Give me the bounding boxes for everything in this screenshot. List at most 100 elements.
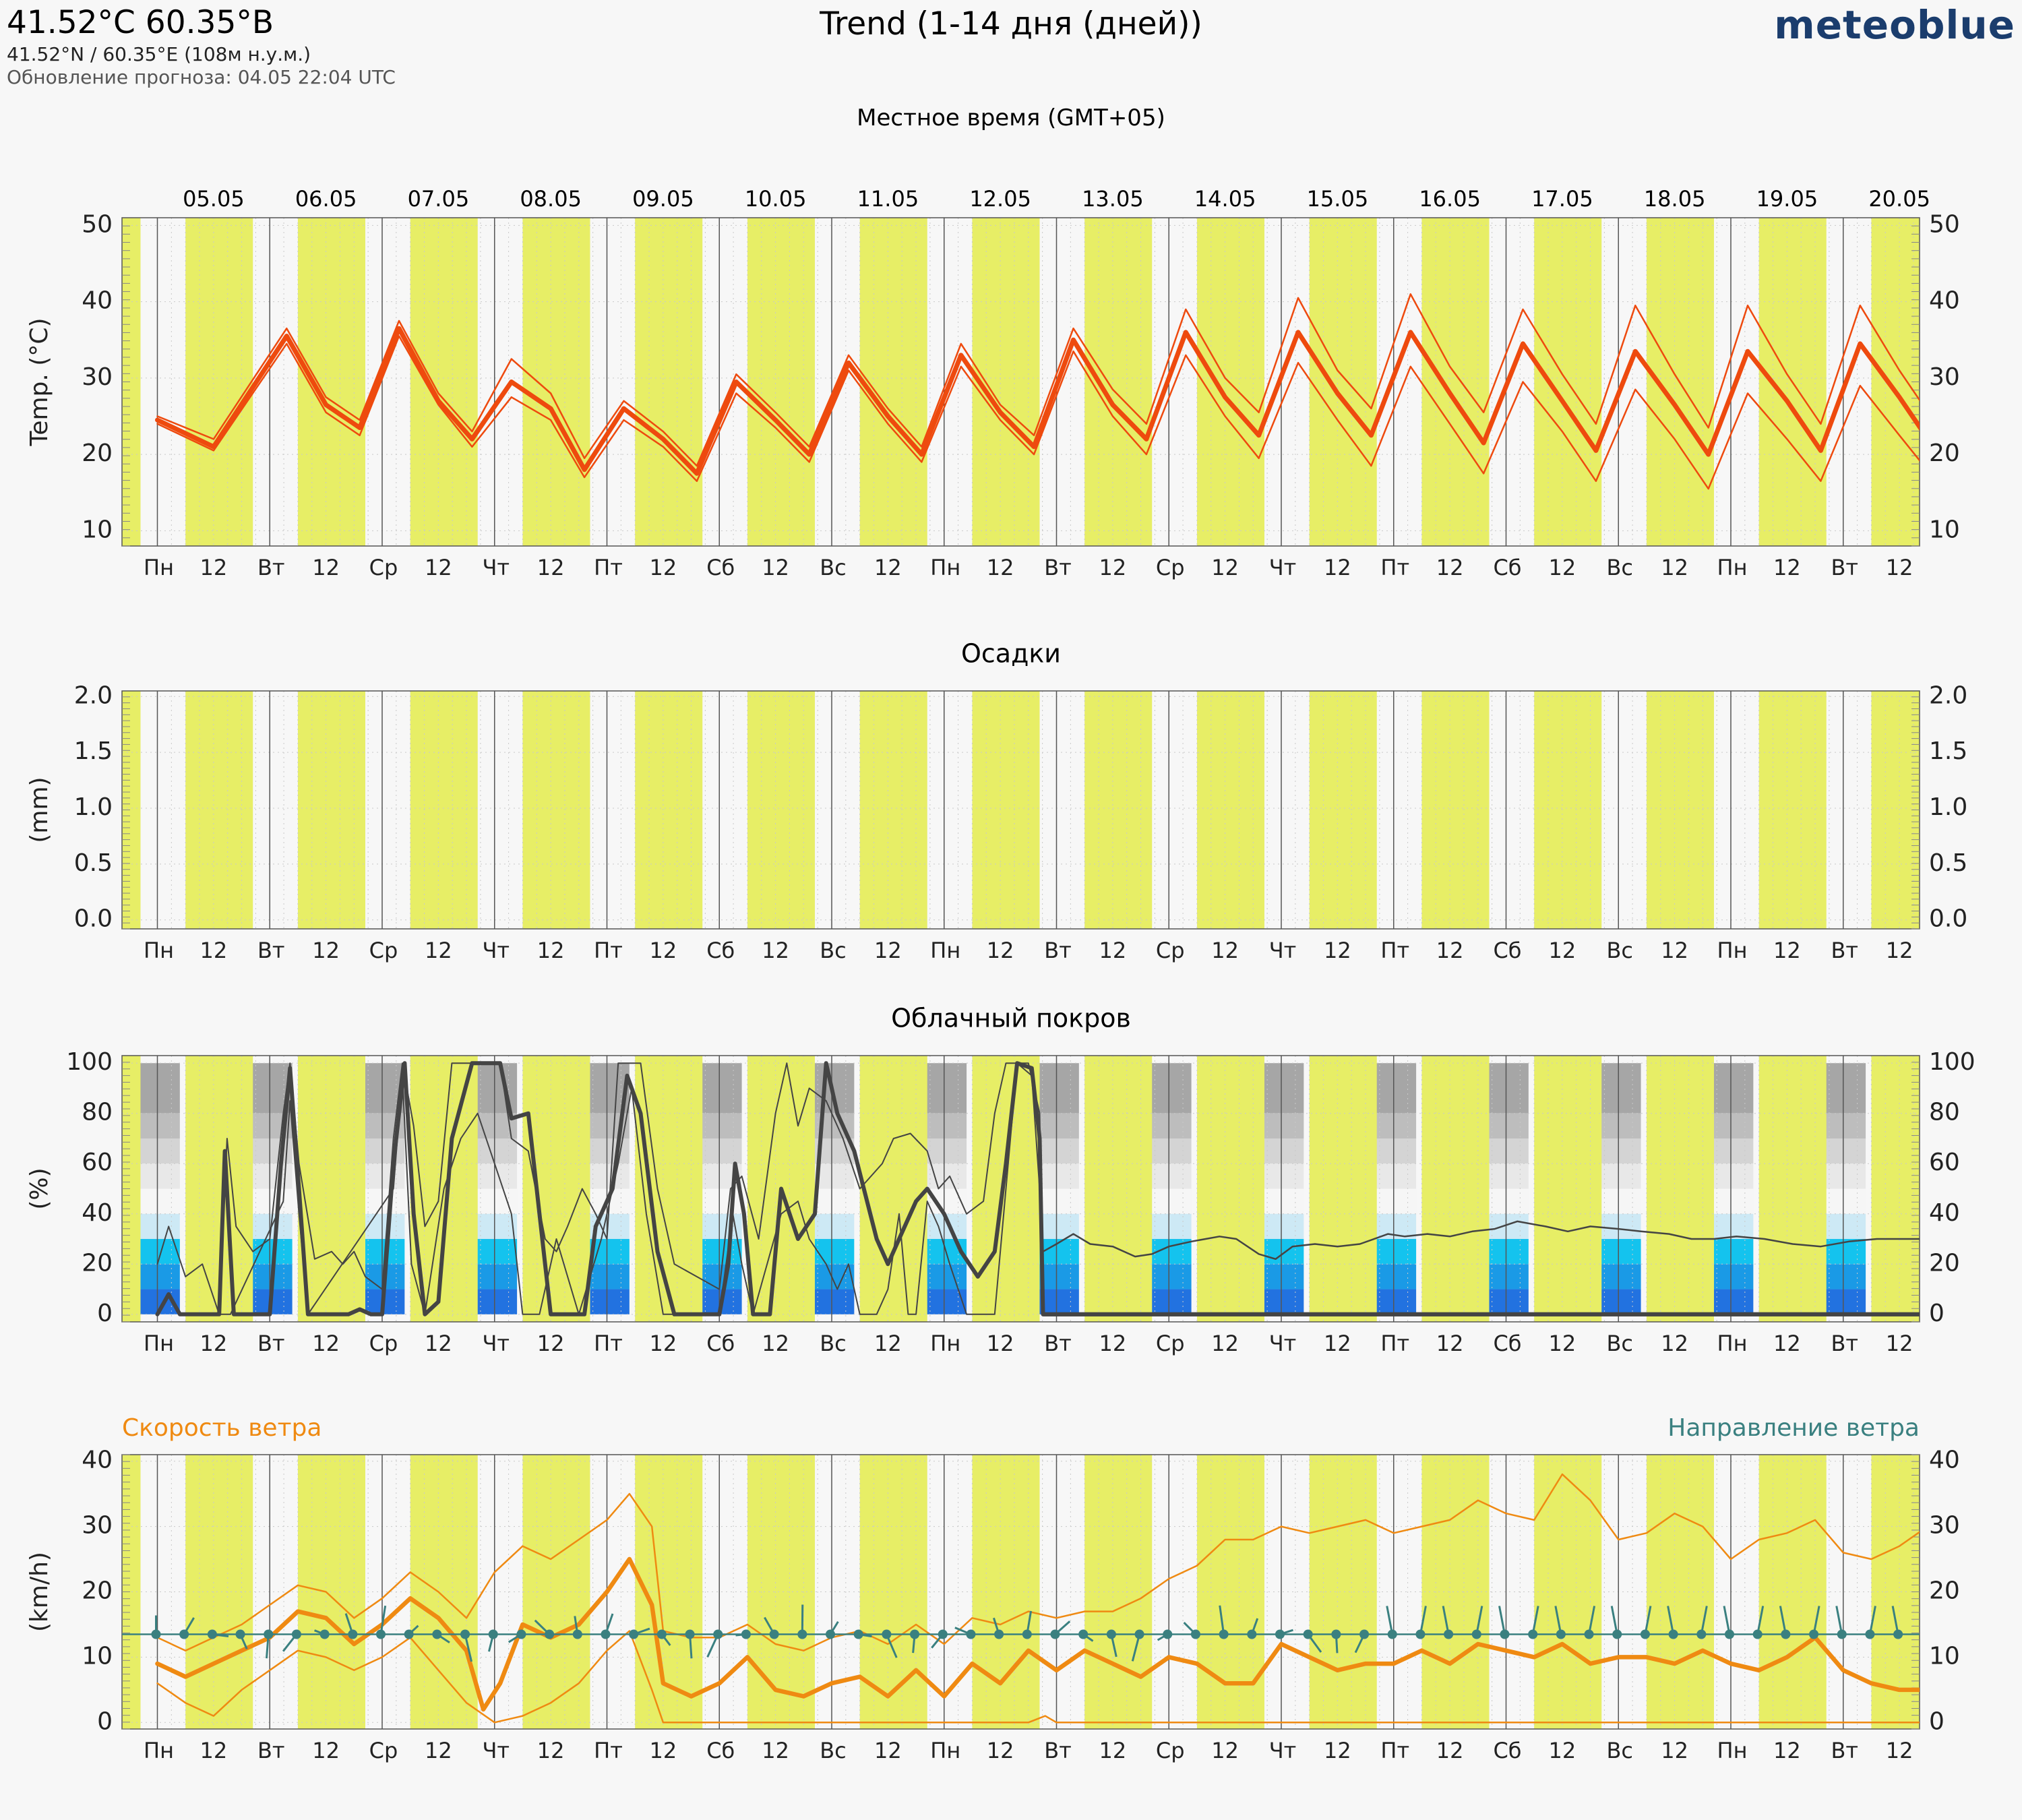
noon-label: 12: [762, 555, 789, 580]
daylight-band: [635, 218, 703, 546]
noon-label: 12: [650, 1331, 677, 1356]
precip-ytick-right: 0.5: [1929, 849, 1967, 877]
noon-label: 12: [1436, 938, 1464, 963]
weekday-label: Ср: [369, 1738, 398, 1763]
temp-ytick-right: 20: [1929, 439, 1960, 467]
noon-label: 12: [312, 555, 340, 580]
noon-label: 12: [200, 1738, 228, 1763]
noon-label: 12: [312, 1738, 340, 1763]
wind-direction-marker: [460, 1629, 470, 1639]
weekday-label: Сб: [1493, 938, 1521, 963]
daylight-band: [859, 691, 927, 929]
noon-label: 12: [1324, 1738, 1351, 1763]
daylight-band: [859, 218, 927, 546]
noon-label: 12: [537, 555, 565, 580]
noon-label: 12: [1886, 1331, 1913, 1356]
daylight-band: [1196, 1455, 1264, 1729]
wind-direction-marker: [1190, 1629, 1200, 1639]
noon-label: 12: [874, 555, 902, 580]
wind-direction-arrow: [1219, 1605, 1225, 1635]
cloud-ytick-right: 60: [1929, 1149, 1960, 1176]
wind-direction-marker: [769, 1629, 779, 1639]
wind-direction-arrow: [1700, 1606, 1708, 1635]
daylight-band: [1309, 1056, 1377, 1322]
wind-ytick-left: 30: [82, 1512, 113, 1540]
temperature-lower-line: [156, 335, 1920, 490]
precip-ytick-right: 0.0: [1929, 905, 1967, 933]
weekday-label: Вт: [1831, 1331, 1858, 1356]
cloud-ytick-left: 60: [82, 1149, 113, 1176]
daylight-band: [1309, 691, 1377, 929]
weekday-label: Вс: [820, 938, 847, 963]
weekday-label: Вт: [1831, 1738, 1858, 1763]
noon-label: 12: [762, 1331, 789, 1356]
wind-direction-marker: [1078, 1629, 1089, 1639]
precip-title: Осадки: [961, 639, 1061, 669]
noon-label: 12: [987, 555, 1014, 580]
precip-ytick-left: 1.0: [74, 793, 113, 821]
noon-label: 12: [425, 1738, 452, 1763]
weekday-label: Пн: [1717, 555, 1748, 580]
noon-label: 12: [425, 938, 452, 963]
daylight-band: [747, 1455, 815, 1729]
temp-ytick-left: 20: [82, 439, 113, 467]
noon-label: 12: [1099, 555, 1127, 580]
weekday-label: Ср: [1156, 555, 1185, 580]
noon-label: 12: [425, 555, 452, 580]
wind-direction-marker: [1303, 1629, 1313, 1639]
date-label: 14.05: [1194, 186, 1256, 212]
wind-direction-marker: [1050, 1629, 1060, 1639]
daylight-band: [859, 1056, 927, 1322]
wind-direction-marker: [1725, 1629, 1734, 1639]
cloud-ytick-right: 0: [1929, 1300, 1944, 1327]
wind-direction-marker: [376, 1629, 386, 1639]
daylight-band: [297, 1056, 365, 1322]
weekday-label: Чт: [482, 1738, 510, 1763]
wind-direction-arrow: [379, 1605, 387, 1635]
noon-label: 12: [762, 938, 789, 963]
weekday-label: Сб: [706, 555, 735, 580]
noon-label: 12: [1211, 1738, 1239, 1763]
noon-label: 12: [425, 1331, 452, 1356]
cloud-series-group: [155, 1061, 1920, 1316]
temp-ytick-right: 10: [1929, 516, 1960, 543]
wind-direction-marker: [1865, 1629, 1875, 1639]
date-label: 11.05: [857, 186, 919, 212]
weekday-label: Ср: [369, 938, 398, 963]
daylight-band: [185, 691, 253, 929]
daylight-band: [1196, 1056, 1264, 1322]
temperature-mean-line: [155, 326, 1920, 476]
daylight-band: [1084, 218, 1153, 546]
wind-direction-marker: [1331, 1629, 1341, 1639]
wind-direction-marker: [910, 1629, 920, 1639]
wind-direction-marker: [291, 1629, 301, 1639]
daylight-band: [185, 218, 253, 546]
noon-label: 12: [1661, 938, 1688, 963]
cloud-ytick-left: 80: [82, 1099, 113, 1126]
noon-label: 12: [874, 1738, 902, 1763]
wind-direction-marker: [404, 1629, 414, 1639]
daylight-band: [297, 691, 365, 929]
precip-ytick-right: 1.5: [1929, 737, 1967, 765]
weekday-label: Сб: [1493, 1738, 1521, 1763]
date-label: 13.05: [1082, 186, 1144, 212]
noon-label: 12: [650, 938, 677, 963]
wind-speed-mean-line: [155, 1556, 1920, 1712]
wind-series-group: [122, 1473, 1920, 1724]
date-label: 06.05: [295, 186, 357, 212]
noon-label: 12: [1324, 1331, 1351, 1356]
weekday-label: Чт: [1269, 555, 1297, 580]
wind-direction-marker: [966, 1629, 976, 1639]
weekday-label: Вт: [1044, 1738, 1072, 1763]
wind-direction-marker: [1415, 1629, 1426, 1639]
weekday-label: Пн: [930, 1738, 960, 1763]
wind-speed-min-line: [156, 1630, 1920, 1724]
cloud-title: Облачный покров: [891, 1004, 1131, 1033]
weekday-label: Ср: [369, 555, 398, 580]
weekday-label: Пн: [144, 555, 174, 580]
daylight-band: [1646, 691, 1714, 929]
daylight-band: [1534, 691, 1602, 929]
wind-direction-marker: [994, 1629, 1004, 1639]
weekday-label: Вс: [820, 555, 847, 580]
